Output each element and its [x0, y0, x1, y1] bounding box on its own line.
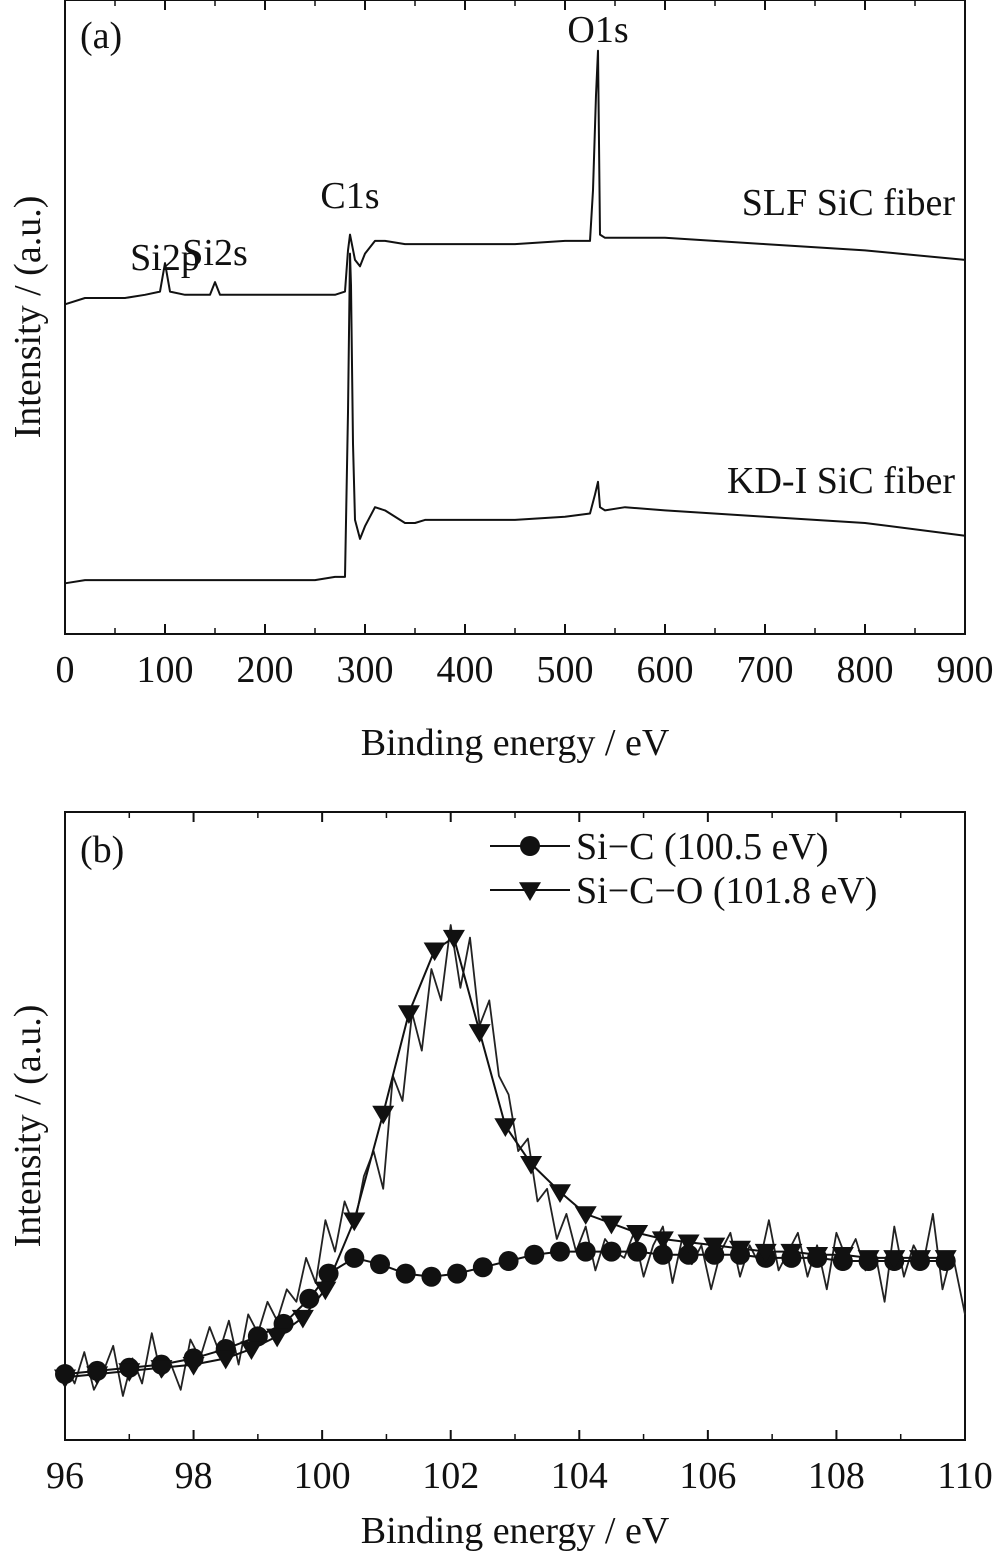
- y-axis-label-a: Intensity / (a.u.): [7, 196, 49, 439]
- data-point-triangle: [857, 1250, 880, 1269]
- series-line-slf: [64, 49, 966, 306]
- data-point-triangle: [150, 1360, 173, 1379]
- data-point-triangle: [266, 1328, 289, 1348]
- data-point-triangle: [54, 1369, 76, 1389]
- data-point-triangle: [291, 1309, 314, 1329]
- data-point-triangle: [423, 942, 446, 962]
- x-tick-label: 96: [46, 1455, 84, 1497]
- data-point-circle: [318, 1263, 339, 1284]
- annotation-label: C1s: [320, 175, 379, 217]
- x-ticks-a: 0 100 200 300 400 500 600 700 800 900: [56, 0, 994, 691]
- data-point-circle: [370, 1254, 390, 1275]
- data-point-circle: [524, 1244, 545, 1265]
- x-tick-label: 0: [56, 649, 75, 691]
- annotation-label: KD-I SiC fiber: [727, 460, 955, 502]
- x-tick-label: 100: [294, 1455, 351, 1497]
- series-line-kd-i: [64, 252, 966, 585]
- panel-label-b: (b): [80, 829, 124, 871]
- legend-label: Si−C−O (101.8 eV): [576, 870, 877, 912]
- data-point-triangle: [442, 929, 465, 949]
- data-point-triangle: [729, 1240, 751, 1260]
- panel-label-a: (a): [80, 15, 122, 57]
- data-point-triangle: [934, 1250, 957, 1269]
- x-axis-label-a: Binding energy / eV: [361, 722, 670, 764]
- data-point-triangle: [574, 1206, 597, 1225]
- data-point-circle: [520, 836, 540, 856]
- data-point-triangle: [831, 1247, 854, 1266]
- data-point-circle: [344, 1247, 365, 1268]
- data-point-triangle: [780, 1243, 803, 1263]
- x-tick-label: 200: [237, 649, 294, 691]
- x-ticks-b: 96 98 100 102 104 106 108 110: [46, 812, 993, 1497]
- x-tick-label: 106: [679, 1455, 736, 1497]
- x-tick-label: 300: [337, 649, 394, 691]
- data-point-triangle: [600, 1215, 623, 1235]
- annotation-label: O1s: [567, 9, 628, 51]
- legend-b: Si−C (100.5 eV)Si−C−O (101.8 eV): [490, 826, 877, 912]
- x-tick-label: 800: [837, 649, 894, 691]
- series-line-si-c-o: [64, 936, 946, 1379]
- raw-spectrum-line: [64, 924, 966, 1397]
- data-point-circle: [550, 1241, 570, 1262]
- data-point-circle: [652, 1244, 673, 1265]
- data-point-triangle: [549, 1184, 571, 1203]
- data-point-circle: [299, 1288, 320, 1309]
- x-tick-label: 108: [808, 1455, 865, 1497]
- data-point-circle: [472, 1257, 493, 1278]
- data-point-circle: [601, 1241, 622, 1262]
- data-point-triangle: [519, 882, 541, 901]
- panel-b: 96 98 100 102 104 106 108 110 Si−C (100.5 eV)Si…: [7, 811, 993, 1552]
- data-point-circle: [395, 1263, 416, 1284]
- x-tick-label: 102: [422, 1455, 479, 1497]
- x-tick-label: 400: [437, 649, 494, 691]
- x-tick-label: 110: [937, 1455, 993, 1497]
- series-group-b: [54, 924, 966, 1397]
- data-point-triangle: [314, 1281, 337, 1301]
- series-group-a: [64, 49, 966, 585]
- x-tick-label: 700: [737, 649, 794, 691]
- data-point-triangle: [883, 1250, 906, 1269]
- data-point-circle: [575, 1241, 596, 1262]
- data-point-triangle: [343, 1212, 366, 1232]
- x-tick-label: 98: [175, 1455, 213, 1497]
- data-point-triangle: [754, 1243, 777, 1263]
- x-tick-label: 600: [637, 649, 694, 691]
- y-axis-label-b: Intensity / (a.u.): [7, 1005, 49, 1248]
- data-point-circle: [421, 1266, 442, 1287]
- x-axis-label-b: Binding energy / eV: [361, 1510, 670, 1552]
- data-point-triangle: [182, 1356, 205, 1376]
- data-point-circle: [498, 1251, 519, 1272]
- data-point-triangle: [909, 1250, 931, 1269]
- data-point-triangle: [214, 1350, 237, 1370]
- annotation-label: Si2p: [130, 237, 200, 279]
- data-point-triangle: [397, 1005, 420, 1024]
- data-point-circle: [678, 1244, 699, 1265]
- data-point-triangle: [240, 1341, 263, 1360]
- data-point-triangle: [806, 1247, 829, 1266]
- data-point-triangle: [651, 1231, 674, 1251]
- data-point-triangle: [677, 1234, 700, 1254]
- data-point-triangle: [703, 1237, 726, 1257]
- x-tick-label: 500: [537, 649, 594, 691]
- data-point-triangle: [626, 1225, 649, 1244]
- annotation-label: Si2s: [182, 232, 247, 274]
- legend-label: Si−C (100.5 eV): [576, 826, 829, 868]
- plot-frame-a: [64, 0, 966, 635]
- data-point-triangle: [86, 1366, 109, 1386]
- data-point-triangle: [372, 1105, 395, 1125]
- x-tick-label: 104: [551, 1455, 608, 1497]
- data-point-triangle: [520, 1155, 543, 1175]
- data-point-triangle: [494, 1118, 517, 1137]
- data-point-circle: [627, 1241, 648, 1262]
- x-tick-label: 100: [137, 649, 194, 691]
- annotation-label: SLF SiC fiber: [742, 182, 956, 224]
- data-point-circle: [447, 1263, 468, 1284]
- x-tick-label: 900: [937, 649, 994, 691]
- data-point-triangle: [468, 1024, 491, 1043]
- data-point-triangle: [118, 1363, 141, 1382]
